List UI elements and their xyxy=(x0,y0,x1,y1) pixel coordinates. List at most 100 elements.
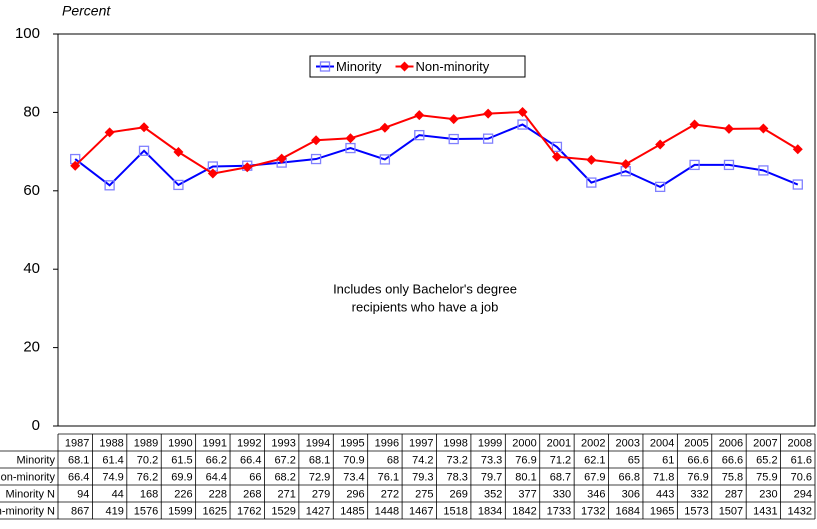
table-cell: 279 xyxy=(312,488,330,500)
table-cell: 66.2 xyxy=(206,454,227,466)
series-line xyxy=(74,110,799,175)
table-cell: 44 xyxy=(112,488,124,500)
marker xyxy=(689,159,700,171)
y-tick-label: 40 xyxy=(23,260,40,277)
table-cell: 1996 xyxy=(375,437,399,449)
marker xyxy=(758,123,769,134)
marker xyxy=(689,119,700,130)
table-cell: 377 xyxy=(518,488,536,500)
table-cell: 1987 xyxy=(65,437,89,449)
table-cell: 1995 xyxy=(340,437,364,449)
table-cell: 2003 xyxy=(615,437,639,449)
marker xyxy=(379,154,391,165)
table-cell: 1684 xyxy=(615,505,639,517)
table-cell: 443 xyxy=(656,488,674,500)
table-cell: 68 xyxy=(387,454,399,466)
table-cell: 66 xyxy=(249,471,261,483)
table-cell: 66.6 xyxy=(687,454,708,466)
table-cell: 1990 xyxy=(168,437,192,449)
y-tick-label: 20 xyxy=(23,339,40,356)
table-cell: 70.9 xyxy=(343,454,364,466)
table-cell: 1576 xyxy=(134,505,158,517)
table-cell: 80.1 xyxy=(515,471,536,483)
table-cell: 1992 xyxy=(237,437,261,449)
marker xyxy=(345,142,356,154)
table-cell: 74.9 xyxy=(102,471,123,483)
table-cell: 68.1 xyxy=(68,454,89,466)
table-cell: 306 xyxy=(622,488,640,500)
table-cell: 1448 xyxy=(375,505,399,517)
table-cell: 75.8 xyxy=(722,471,743,483)
y-axis-label: Percent xyxy=(62,3,111,19)
marker xyxy=(792,179,803,190)
table-cell: 76.9 xyxy=(515,454,536,466)
table-cell: 2005 xyxy=(684,437,708,449)
table-cell: 168 xyxy=(140,488,158,500)
table-cell: 272 xyxy=(381,488,399,500)
table-cell: 74.2 xyxy=(412,454,433,466)
y-tick-label: 100 xyxy=(15,25,40,42)
plot-frame xyxy=(57,33,816,427)
marker xyxy=(345,133,356,144)
table-cell: 64.4 xyxy=(206,471,227,483)
table-cell: 68.1 xyxy=(309,454,330,466)
table-cell: 66.4 xyxy=(240,454,261,466)
table-cell: 68.2 xyxy=(274,471,295,483)
table-cell: 2008 xyxy=(788,437,812,449)
marker xyxy=(139,122,150,133)
table-cell: 1573 xyxy=(684,505,708,517)
marker xyxy=(276,153,287,164)
table-cell: 2004 xyxy=(650,437,674,449)
table-cell: 332 xyxy=(690,488,708,500)
series-line xyxy=(74,123,799,189)
marker xyxy=(399,61,410,72)
table-cell: 1732 xyxy=(581,505,605,517)
table-cell: 296 xyxy=(346,488,364,500)
table-cell: 230 xyxy=(759,488,777,500)
table-cell: 1991 xyxy=(203,437,227,449)
marker xyxy=(723,123,734,134)
table-cell: 1432 xyxy=(788,505,812,517)
table-cell: 1507 xyxy=(719,505,743,517)
table-cell: 1997 xyxy=(409,437,433,449)
table-cell: 65.2 xyxy=(756,454,777,466)
table-cell: 352 xyxy=(484,488,502,500)
table-cell: 61.6 xyxy=(791,454,812,466)
table-cell: 1998 xyxy=(443,437,467,449)
table-cell: 61.5 xyxy=(171,454,192,466)
table-cell: 287 xyxy=(725,488,743,500)
marker xyxy=(379,122,390,133)
table-cell: 2007 xyxy=(753,437,777,449)
table-cell: 419 xyxy=(105,505,123,517)
table-cell: 62.1 xyxy=(584,454,605,466)
table-cell: 228 xyxy=(209,488,227,500)
table-cell: 1993 xyxy=(271,437,295,449)
table-cell: 78.3 xyxy=(446,471,467,483)
marker xyxy=(104,180,115,191)
table-cell: 1625 xyxy=(203,505,227,517)
legend-box xyxy=(309,55,526,78)
table-cell: 1994 xyxy=(306,437,330,449)
marker xyxy=(792,144,803,155)
table-cell: 68.7 xyxy=(550,471,571,483)
table-cell: 346 xyxy=(587,488,605,500)
marker xyxy=(173,179,184,191)
table-cell: 61 xyxy=(662,454,674,466)
table-cell: 66.4 xyxy=(68,471,89,483)
table-cell: 275 xyxy=(415,488,433,500)
legend-label: Non-minority xyxy=(416,59,490,74)
marker xyxy=(70,160,81,171)
table-cell: 73.4 xyxy=(343,471,364,483)
table-cell: 2001 xyxy=(547,437,571,449)
marker xyxy=(311,135,322,146)
table-cell: 73.2 xyxy=(446,454,467,466)
table-cell: 2000 xyxy=(512,437,536,449)
marker xyxy=(242,162,253,173)
marker xyxy=(138,145,150,156)
table-cell: 2002 xyxy=(581,437,605,449)
table-cell: 66.8 xyxy=(619,471,640,483)
table-cell: 1599 xyxy=(168,505,192,517)
table-cell: 79.3 xyxy=(412,471,433,483)
table-cell: 330 xyxy=(553,488,571,500)
